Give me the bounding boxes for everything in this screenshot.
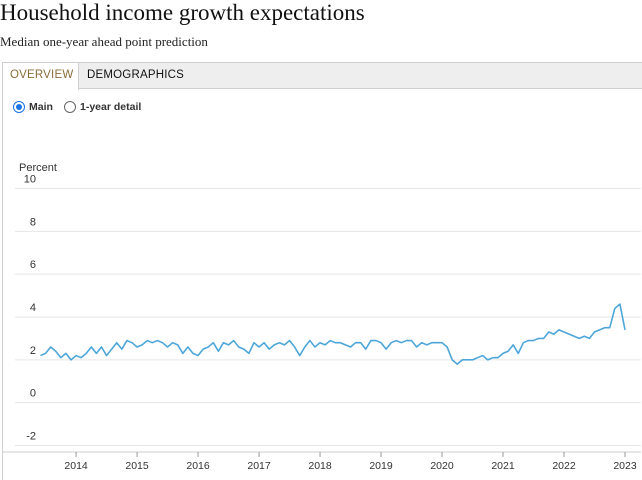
x-tick-label: 2023: [613, 460, 637, 472]
y-tick-label: 0: [30, 388, 36, 400]
y-tick-label: 8: [30, 216, 36, 228]
radio-unselected-icon: [64, 101, 76, 113]
radio-main-label: Main: [29, 101, 53, 113]
x-tick-label: 2021: [491, 460, 515, 472]
tab-bar: OVERVIEW DEMOGRAPHICS: [3, 63, 642, 90]
y-tick-label: -2: [26, 431, 36, 443]
y-tick-label: 4: [30, 302, 36, 314]
x-tick-label: 2015: [125, 460, 149, 472]
x-tick-label: 2019: [369, 460, 393, 472]
y-tick-label: 6: [30, 259, 36, 271]
y-tick-label: 10: [24, 174, 36, 186]
page-subtitle: Median one-year ahead point prediction: [0, 34, 208, 49]
page-title: Household income growth expectations: [0, 0, 365, 25]
radio-main[interactable]: Main: [13, 99, 53, 115]
y-axis-title: Percent: [19, 162, 57, 174]
x-tick-label: 2016: [186, 460, 210, 472]
series-line-0: [40, 303, 626, 365]
x-tick-label: 2018: [308, 460, 332, 472]
y-tick-label: 2: [30, 345, 36, 357]
radio-1-year-detail[interactable]: 1-year detail: [64, 99, 141, 115]
tab-overview[interactable]: OVERVIEW: [3, 63, 79, 90]
radio-selected-icon: [13, 101, 25, 113]
x-tick-label: 2014: [64, 460, 88, 472]
radio-1-year-detail-label: 1-year detail: [80, 101, 142, 113]
chart-panel: OVERVIEW DEMOGRAPHICS Main 1-year detail…: [2, 62, 642, 480]
x-tick-label: 2017: [247, 460, 271, 472]
x-tick-label: 2020: [430, 460, 454, 472]
tab-demographics[interactable]: DEMOGRAPHICS: [87, 69, 184, 81]
x-tick-label: 2022: [552, 460, 576, 472]
